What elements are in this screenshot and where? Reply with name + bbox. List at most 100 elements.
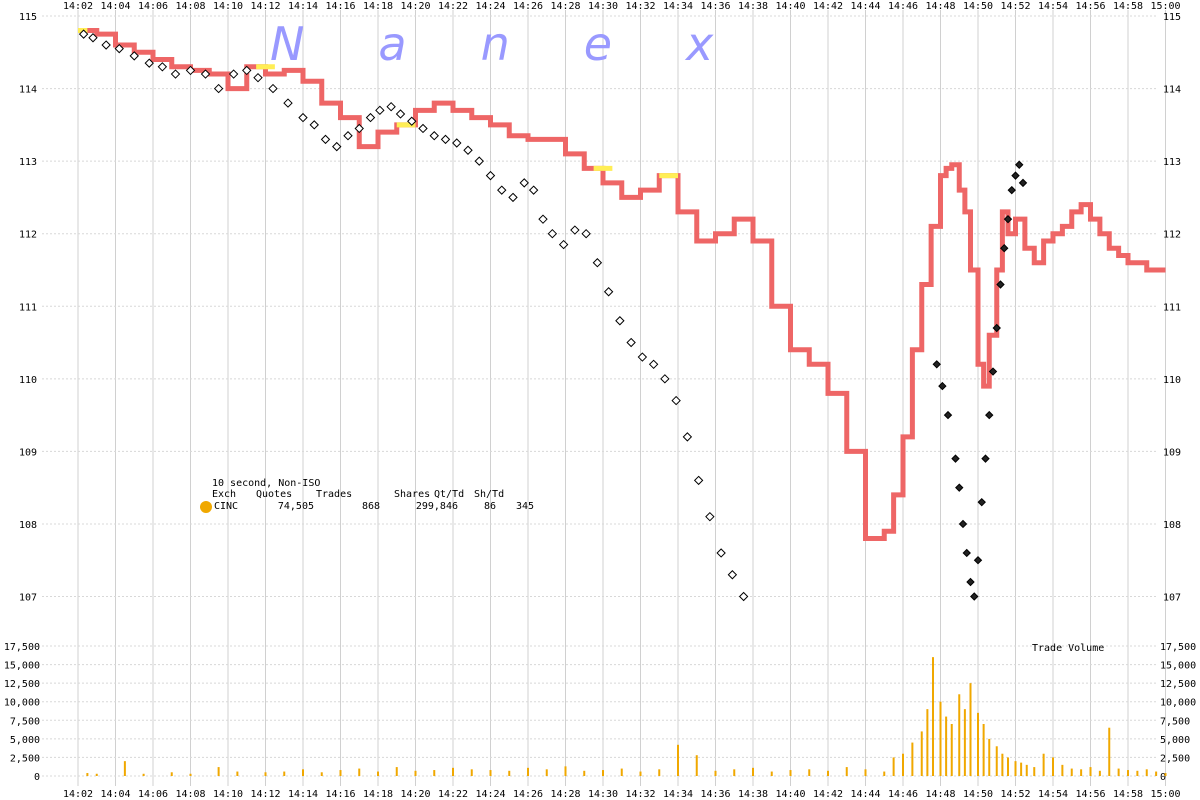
trade-point (170, 69, 181, 79)
x-tick-label-top: 14:24 (475, 1, 505, 12)
price-tick-label-right: 112 (1163, 230, 1181, 241)
trade-point (660, 374, 670, 384)
legend-header-quotes: Quotes (256, 489, 293, 500)
x-tick-label-top: 14:04 (100, 1, 130, 12)
trade-point (185, 65, 196, 76)
trade-point-crash (1003, 214, 1013, 224)
trade-point (648, 359, 659, 370)
volume-bar (1117, 768, 1120, 776)
volume-bar (142, 773, 145, 776)
volume-bar (1061, 764, 1064, 776)
volume-bar (892, 757, 895, 776)
volume-bar (864, 769, 867, 776)
trade-point-crash (970, 592, 979, 601)
x-tick-label-bottom: 14:54 (1038, 789, 1068, 800)
trade-point (320, 134, 331, 145)
trade-point (727, 570, 738, 580)
volume-bar (939, 701, 942, 776)
volume-bar (714, 770, 717, 776)
trade-point-crash (966, 577, 975, 587)
legend-title: 10 second, Non-ISO (212, 478, 321, 489)
volume-bar (945, 716, 948, 776)
volume-bar (1033, 767, 1036, 776)
legend-dot (200, 501, 212, 513)
trade-point (452, 138, 462, 148)
trade-point (440, 134, 451, 145)
trade-point (144, 58, 154, 68)
x-tick-label-bottom: 14:42 (813, 789, 843, 800)
volume-bar (950, 724, 953, 776)
x-tick-label-bottom: 14:58 (1113, 789, 1143, 800)
x-tick-label-bottom: 14:40 (775, 789, 805, 800)
volume-bar (395, 767, 398, 776)
volume-tick-label-left: 2,500 (10, 753, 40, 764)
trade-point (538, 214, 548, 224)
trade-point (242, 65, 252, 76)
x-tick-label-bottom: 14:38 (738, 789, 768, 800)
volume-bar (302, 769, 304, 776)
trade-point (626, 337, 636, 348)
price-tick-label-right: 110 (1163, 375, 1181, 386)
volume-bar (236, 771, 239, 776)
legend-header-trades: Trades (316, 489, 353, 500)
trade-point (268, 83, 278, 94)
trade-point (114, 43, 124, 54)
x-tick-label-top: 14:10 (213, 1, 243, 12)
x-tick-label-top: 14:42 (813, 1, 843, 12)
volume-bar (752, 767, 754, 776)
x-tick-label-top: 14:06 (138, 1, 168, 12)
trade-point (200, 69, 211, 79)
price-tick-label-left: 110 (19, 375, 37, 386)
volume-bar (358, 768, 361, 776)
trade-point-crash (973, 556, 983, 565)
trade-point (228, 69, 239, 79)
volume-bar (845, 767, 848, 776)
volume-axis-title: Trade Volume (1032, 643, 1104, 654)
legend-shares: 299,846 (415, 501, 458, 512)
x-tick-label-top: 14:16 (325, 1, 355, 12)
volume-bar (770, 771, 773, 776)
legend-trades: 868 (361, 501, 380, 512)
volume-bar (508, 770, 511, 776)
volume-bar (1007, 757, 1009, 776)
volume-bar (733, 769, 736, 776)
x-tick-label-top: 14:52 (1000, 1, 1030, 12)
trade-point-crash (1000, 243, 1009, 253)
volume-bar (189, 773, 192, 776)
volume-bar (86, 773, 89, 776)
x-tick-label-bottom: 14:26 (513, 789, 543, 800)
volume-bar (932, 657, 934, 776)
volume-bar (977, 712, 979, 776)
x-tick-label-bottom: 14:02 (63, 789, 93, 800)
price-tick-label-left: 107 (19, 593, 37, 604)
price-tick-label-right: 115 (1163, 12, 1181, 23)
legend-header-exch: Exch (212, 489, 237, 500)
x-tick-label-top: 14:34 (663, 1, 693, 12)
volume-tick-label-right: 10,000 (1160, 698, 1196, 709)
legend-title-row: 10 second, Non-ISO (200, 478, 534, 489)
volume-bar (995, 746, 998, 776)
volume-bar (123, 761, 126, 776)
trade-point (78, 29, 89, 39)
price-tick-label-left: 114 (19, 85, 37, 96)
trade-point (407, 116, 417, 126)
x-tick-label-top: 14:54 (1038, 1, 1068, 12)
x-tick-label-bottom: 14:48 (925, 789, 955, 800)
trade-point-crash (988, 367, 998, 376)
x-tick-label-top: 14:14 (288, 1, 318, 12)
price-tick-label-right: 113 (1163, 157, 1181, 168)
x-tick-label-top: 14:48 (925, 1, 955, 12)
volume-bar (1052, 757, 1054, 776)
trade-point-crash (1015, 160, 1024, 169)
price-tick-label-right: 108 (1163, 520, 1181, 531)
trade-point (474, 156, 484, 166)
x-tick-label-bottom: 14:44 (850, 789, 880, 800)
volume-bar (963, 709, 966, 776)
volume-bar (452, 767, 454, 776)
volume-bar (1020, 762, 1023, 776)
trade-point (615, 316, 625, 326)
x-tick-label-bottom: 14:52 (1000, 789, 1030, 800)
x-tick-label-top: 14:38 (738, 1, 768, 12)
trade-point (343, 131, 353, 141)
